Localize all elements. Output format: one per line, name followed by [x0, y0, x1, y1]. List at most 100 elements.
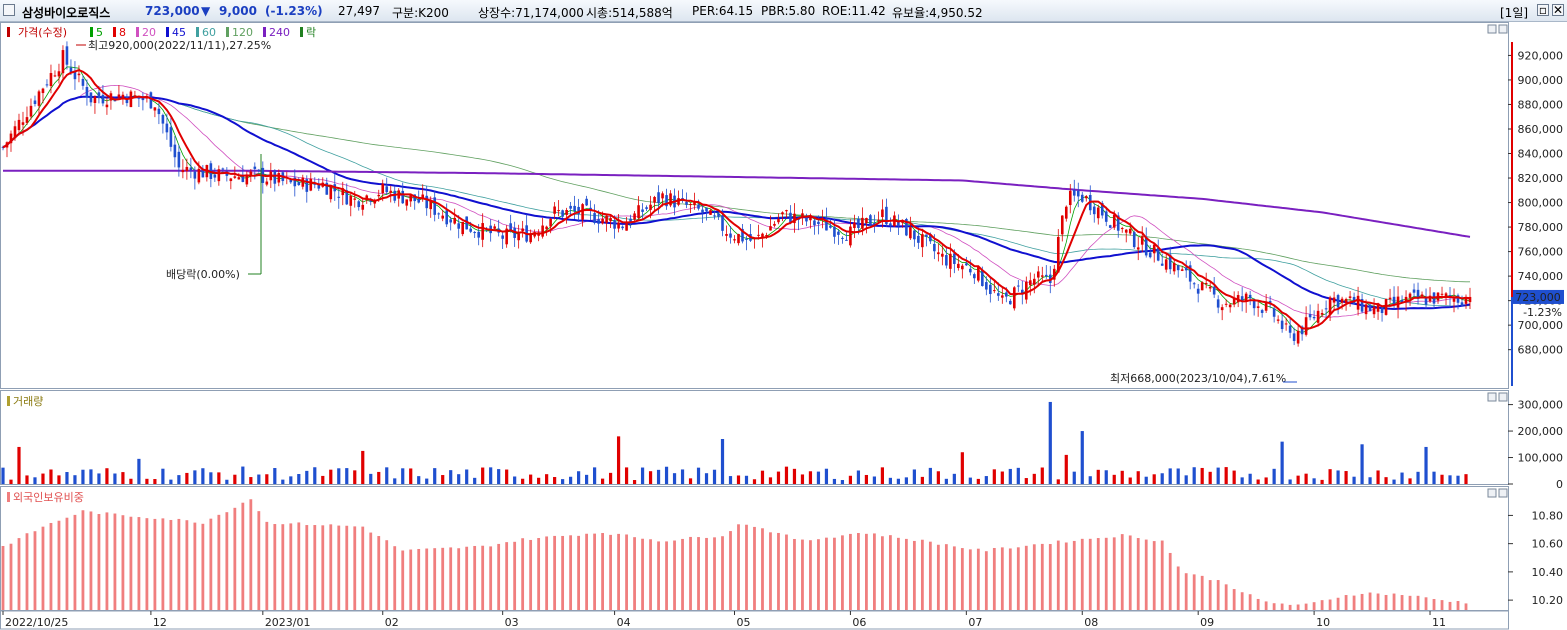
- foreign-bar: [25, 533, 29, 610]
- x-axis-frame: [0, 610, 1509, 630]
- candle-body: [25, 117, 29, 123]
- foreign-bar: [57, 520, 61, 610]
- foreign-bar: [721, 536, 724, 610]
- foreign-bar: [185, 520, 189, 610]
- price-y-tick-label: 700,000: [1518, 319, 1564, 332]
- foreign-bar: [785, 534, 788, 610]
- candle-body: [569, 205, 572, 209]
- candle-body: [405, 199, 409, 206]
- market-cap: 시총:514,588억: [586, 6, 673, 20]
- window-menu-icon[interactable]: [3, 4, 15, 16]
- candle-body: [709, 210, 712, 215]
- foreign-bar: [209, 518, 213, 610]
- price-change: 9,000: [219, 4, 257, 18]
- foreign-bar: [1016, 547, 1020, 610]
- foreign-bar: [1216, 580, 1220, 610]
- candle-body: [1048, 274, 1052, 283]
- period-button[interactable]: [1일]: [1500, 6, 1529, 20]
- foreign-bar: [1240, 592, 1244, 610]
- volume-bar: [489, 467, 493, 484]
- candle-body: [689, 204, 692, 206]
- candle-body: [1032, 278, 1036, 285]
- candle-body: [1376, 303, 1380, 312]
- candle-body: [1180, 269, 1184, 271]
- candle-body: [173, 144, 177, 158]
- volume-bar: [960, 452, 964, 484]
- candle-body: [21, 122, 25, 125]
- volume-bar: [577, 471, 581, 484]
- candle-body: [1068, 190, 1072, 206]
- legend-item: 120: [232, 26, 253, 39]
- candle-body: [801, 213, 804, 217]
- foreign-bar: [1120, 534, 1124, 610]
- foreign-bar: [529, 539, 533, 610]
- candle-body: [1112, 214, 1116, 228]
- volume-bar: [1064, 454, 1068, 484]
- candle-body: [1264, 302, 1268, 311]
- candle-body: [773, 223, 776, 226]
- foreign-bar: [1360, 593, 1364, 610]
- volume-bar: [624, 467, 629, 484]
- foreign-bar: [857, 533, 860, 610]
- foreign-legend-swatch: [7, 492, 10, 502]
- candle-body: [921, 234, 924, 248]
- foreign-bar: [9, 543, 13, 610]
- candle-body: [573, 205, 576, 212]
- candle-body: [1116, 215, 1120, 231]
- volume-bar: [345, 468, 349, 484]
- candle-body: [545, 226, 548, 230]
- candle-body: [713, 215, 716, 217]
- foreign-bar: [1368, 592, 1372, 610]
- legend-swatch: [263, 27, 266, 37]
- candle-body: [1044, 274, 1048, 277]
- restore-icon[interactable]: ▫: [1537, 3, 1549, 17]
- volume-bar: [848, 475, 853, 484]
- volume-bar: [481, 467, 485, 484]
- foreign-bar: [409, 549, 413, 610]
- foreign-bar: [249, 499, 253, 610]
- volume-bar: [1280, 441, 1284, 484]
- candle-body: [165, 123, 169, 133]
- foreign-bar: [113, 513, 117, 610]
- candle-body: [245, 174, 249, 185]
- candle-body: [437, 213, 441, 215]
- candle-body: [581, 204, 584, 220]
- close-icon[interactable]: ✕: [1552, 3, 1564, 17]
- foreign-bar: [129, 516, 133, 610]
- candle-body: [1172, 262, 1176, 272]
- x-tick-label: 11: [1432, 616, 1446, 629]
- stock-chart[interactable]: 680,000700,000720,000740,000760,000780,0…: [0, 22, 1567, 630]
- foreign-bar: [609, 534, 612, 610]
- candle-body: [61, 50, 65, 74]
- volume-bar: [808, 471, 813, 484]
- price-y-tick-label: 780,000: [1518, 221, 1564, 234]
- candle-body: [589, 207, 592, 210]
- stock-name: 삼성바이오로직스: [22, 6, 111, 20]
- volume-bar: [1056, 479, 1060, 484]
- candle-body: [641, 209, 644, 212]
- candle-body: [1124, 229, 1128, 233]
- candle-body: [1272, 308, 1276, 317]
- volume-bar: [369, 473, 373, 484]
- foreign-bar: [585, 533, 589, 610]
- candle-body: [441, 215, 445, 219]
- foreign-bar: [1296, 604, 1300, 610]
- x-tick-label: 02: [385, 616, 399, 629]
- ma60-line: [2, 96, 1471, 307]
- foreign-bar: [1208, 580, 1212, 610]
- x-tick-label: 08: [1084, 616, 1098, 629]
- volume-bar: [760, 470, 765, 484]
- x-tick-label: 03: [505, 616, 519, 629]
- volume-bar: [505, 469, 509, 484]
- price-y-tick-label: 820,000: [1518, 172, 1564, 185]
- volume-bar: [17, 446, 21, 484]
- volume-bar: [1384, 477, 1388, 484]
- candle-body: [1320, 313, 1324, 315]
- candle-body: [985, 282, 988, 290]
- foreign-bar: [217, 514, 221, 610]
- candle-body: [1332, 297, 1336, 303]
- volume-bar: [984, 476, 988, 484]
- x-tick-label: 04: [617, 616, 631, 629]
- foreign-bar: [1072, 540, 1076, 610]
- candle-body: [521, 228, 524, 231]
